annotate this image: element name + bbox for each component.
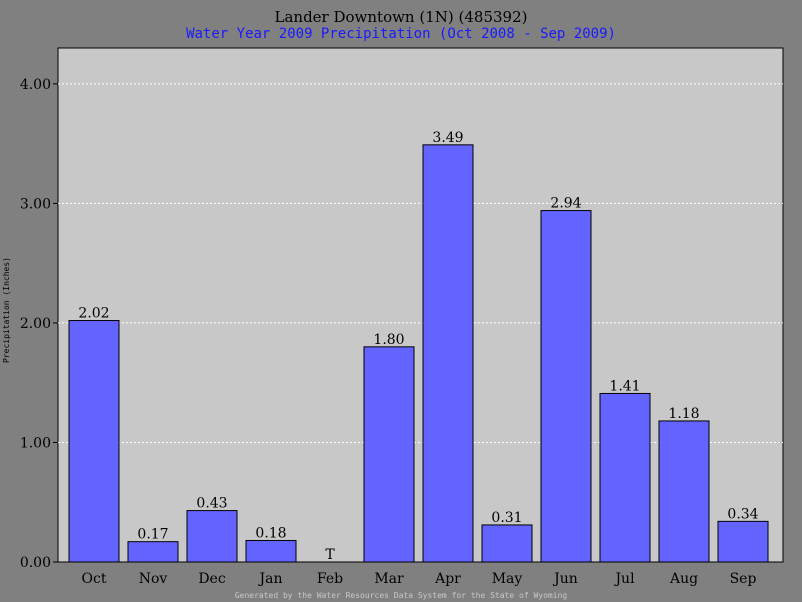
x-tick-label: Jun: [552, 571, 578, 587]
bar: [363, 346, 415, 563]
bar: [481, 524, 533, 563]
x-tick-label: Aug: [669, 571, 698, 587]
chart-subtitle: Water Year 2009 Precipitation (Oct 2008 …: [186, 26, 616, 42]
data-label: 0.18: [255, 525, 286, 541]
y-tick-label: 4.00: [20, 77, 51, 93]
x-tick-label: Nov: [139, 571, 168, 587]
bar: [186, 510, 238, 563]
bar: [540, 210, 592, 563]
footer-credit: Generated by the Water Resources Data Sy…: [235, 591, 568, 600]
data-label: 1.80: [373, 332, 404, 348]
bar: [245, 539, 297, 563]
x-tick-label: Dec: [198, 571, 226, 587]
bar: [422, 144, 474, 563]
chart-title: Lander Downtown (1N) (485392): [275, 8, 528, 26]
x-tick-label: May: [492, 571, 523, 587]
bars: 2.02 0.17 0.43 0.18 T 1.80 3.49 0.31 2.94 1.41 1.1…: [68, 130, 769, 563]
y-axis-label: Precipitation (Inches): [2, 257, 11, 363]
data-label: 2.94: [550, 196, 581, 212]
y-tick-label: 2.00: [20, 316, 51, 332]
data-label: T: [325, 547, 335, 563]
data-label: 0.34: [727, 506, 758, 522]
data-label: 1.18: [668, 406, 699, 422]
data-label: 2.02: [78, 306, 109, 322]
x-axis-categories: Oct Nov Dec Jan Feb Mar Apr May Jun Jul Aug Sep: [82, 571, 757, 587]
bar: [658, 420, 710, 563]
bar: [127, 541, 179, 563]
data-label: 1.41: [609, 378, 640, 394]
x-tick-label: Sep: [730, 571, 757, 587]
bar: [717, 520, 769, 563]
bar: [599, 392, 651, 563]
y-tick-label: 1.00: [20, 435, 51, 451]
bar: [68, 320, 120, 563]
x-tick-label: Feb: [317, 571, 343, 587]
data-label: 0.43: [196, 496, 227, 512]
x-tick-label: Mar: [374, 571, 404, 587]
y-tick-label: 0.00: [20, 555, 51, 571]
y-axis-ticks: 0.00 1.00 2.00 3.00 4.00: [20, 77, 58, 571]
x-tick-label: Apr: [434, 571, 461, 587]
x-tick-label: Jan: [258, 571, 283, 587]
x-tick-label: Jul: [613, 571, 635, 587]
x-tick-label: Oct: [82, 571, 107, 587]
data-label: 0.31: [491, 510, 522, 526]
y-tick-label: 3.00: [20, 196, 51, 212]
data-label: 3.49: [432, 130, 463, 146]
data-label: 0.17: [137, 527, 168, 543]
